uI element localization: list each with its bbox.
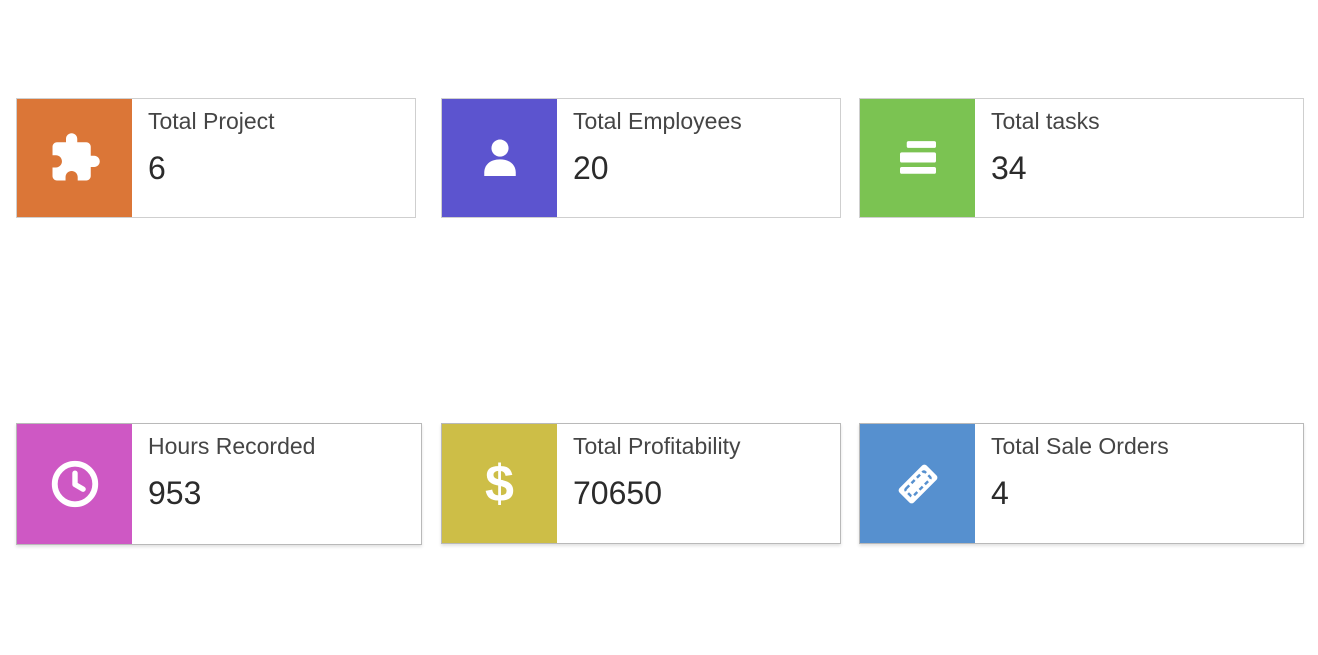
card-value: 6 bbox=[148, 149, 166, 186]
ticket-icon bbox=[898, 464, 937, 503]
stat-card-hours-recorded[interactable]: Hours Recorded 953 bbox=[16, 423, 422, 545]
total-project-icon-block bbox=[17, 99, 132, 217]
tasks-icon bbox=[899, 141, 936, 174]
user-icon bbox=[483, 139, 516, 176]
card-body: Total Profitability 70650 bbox=[557, 424, 840, 543]
card-value: 4 bbox=[991, 474, 1009, 511]
total-profitability-icon-block: $ bbox=[442, 424, 557, 543]
card-value: 70650 bbox=[573, 474, 662, 511]
total-employees-icon-block bbox=[442, 99, 557, 217]
stat-card-total-profitability[interactable]: $ Total Profitability 70650 bbox=[441, 423, 841, 544]
stat-card-total-project[interactable]: Total Project 6 bbox=[16, 98, 416, 218]
card-body: Total Project 6 bbox=[132, 99, 415, 217]
stat-card-total-tasks[interactable]: Total tasks 34 bbox=[859, 98, 1304, 218]
card-label: Total Sale Orders bbox=[991, 433, 1169, 459]
total-sale-orders-icon-block bbox=[860, 424, 975, 543]
puzzle-icon bbox=[52, 133, 100, 181]
card-body: Total Employees 20 bbox=[557, 99, 840, 217]
card-value: 34 bbox=[991, 149, 1027, 186]
card-label: Total tasks bbox=[991, 108, 1100, 134]
clock-icon bbox=[51, 460, 98, 508]
hours-recorded-icon-block bbox=[17, 424, 132, 544]
stat-card-total-sale-orders[interactable]: Total Sale Orders 4 bbox=[859, 423, 1304, 544]
dollar-icon: $ bbox=[485, 454, 514, 513]
card-body: Total Sale Orders 4 bbox=[975, 424, 1303, 543]
card-value: 20 bbox=[573, 149, 609, 186]
card-label: Total Employees bbox=[573, 108, 742, 134]
card-label: Hours Recorded bbox=[148, 433, 316, 459]
card-body: Total tasks 34 bbox=[975, 99, 1303, 217]
card-label: Total Profitability bbox=[573, 433, 741, 459]
card-value: 953 bbox=[148, 474, 202, 511]
card-body: Hours Recorded 953 bbox=[132, 424, 421, 544]
card-label: Total Project bbox=[148, 108, 275, 134]
ticket-icon-inner-outline bbox=[903, 469, 932, 498]
stat-card-total-employees[interactable]: Total Employees 20 bbox=[441, 98, 841, 218]
total-tasks-icon-block bbox=[860, 99, 975, 217]
